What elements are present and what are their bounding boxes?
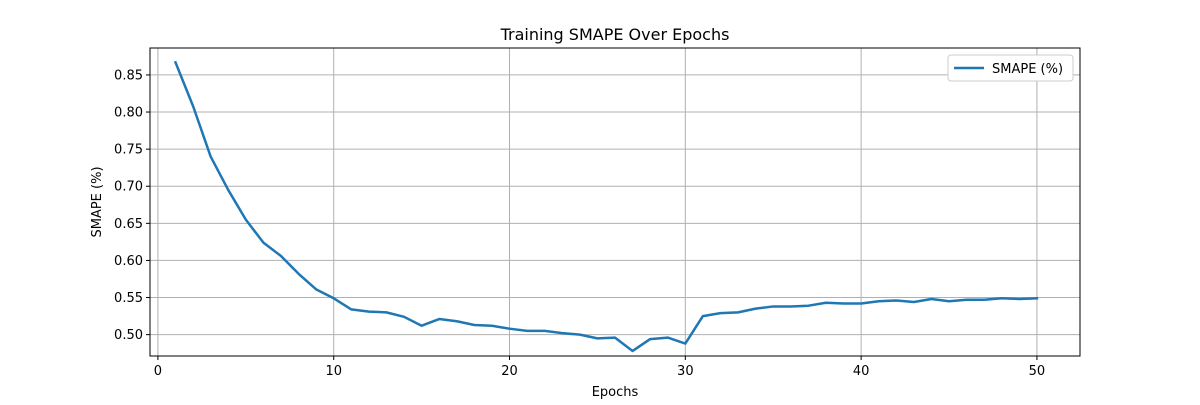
y-tick-label: 0.60: [114, 254, 143, 269]
y-tick-label: 0.85: [114, 68, 143, 83]
y-tick-label: 0.70: [114, 180, 143, 195]
x-tick-label: 10: [325, 364, 342, 379]
y-tick-label: 0.50: [114, 328, 143, 343]
chart-title: Training SMAPE Over Epochs: [500, 25, 730, 44]
y-axis-label: SMAPE (%): [90, 166, 105, 237]
y-tick-label: 0.80: [114, 106, 143, 121]
x-tick-label: 30: [677, 364, 694, 379]
legend-label: SMAPE (%): [992, 62, 1063, 77]
x-tick-label: 20: [501, 364, 518, 379]
x-tick-label: 40: [853, 364, 870, 379]
y-axis-ticks: 0.50 0.55 0.60 0.65 0.70 0.75 0.80 0.85: [114, 68, 150, 343]
series-line: [173, 60, 1039, 353]
grid-layer: [150, 48, 1080, 356]
plot-frame: [149, 47, 1081, 357]
y-tick-label: 0.75: [114, 143, 143, 158]
y-tick-label: 0.65: [114, 217, 143, 232]
legend-box: [947, 54, 1074, 82]
x-tick-label: 0: [154, 364, 162, 379]
x-axis-ticks: 0 10 20 30 40 50: [154, 356, 1045, 379]
x-axis-label: Epochs: [592, 385, 639, 400]
x-tick-label: 50: [1029, 364, 1046, 379]
y-tick-label: 0.55: [114, 291, 143, 306]
series-layer: [173, 60, 1039, 353]
legend: SMAPE (%): [947, 54, 1074, 82]
